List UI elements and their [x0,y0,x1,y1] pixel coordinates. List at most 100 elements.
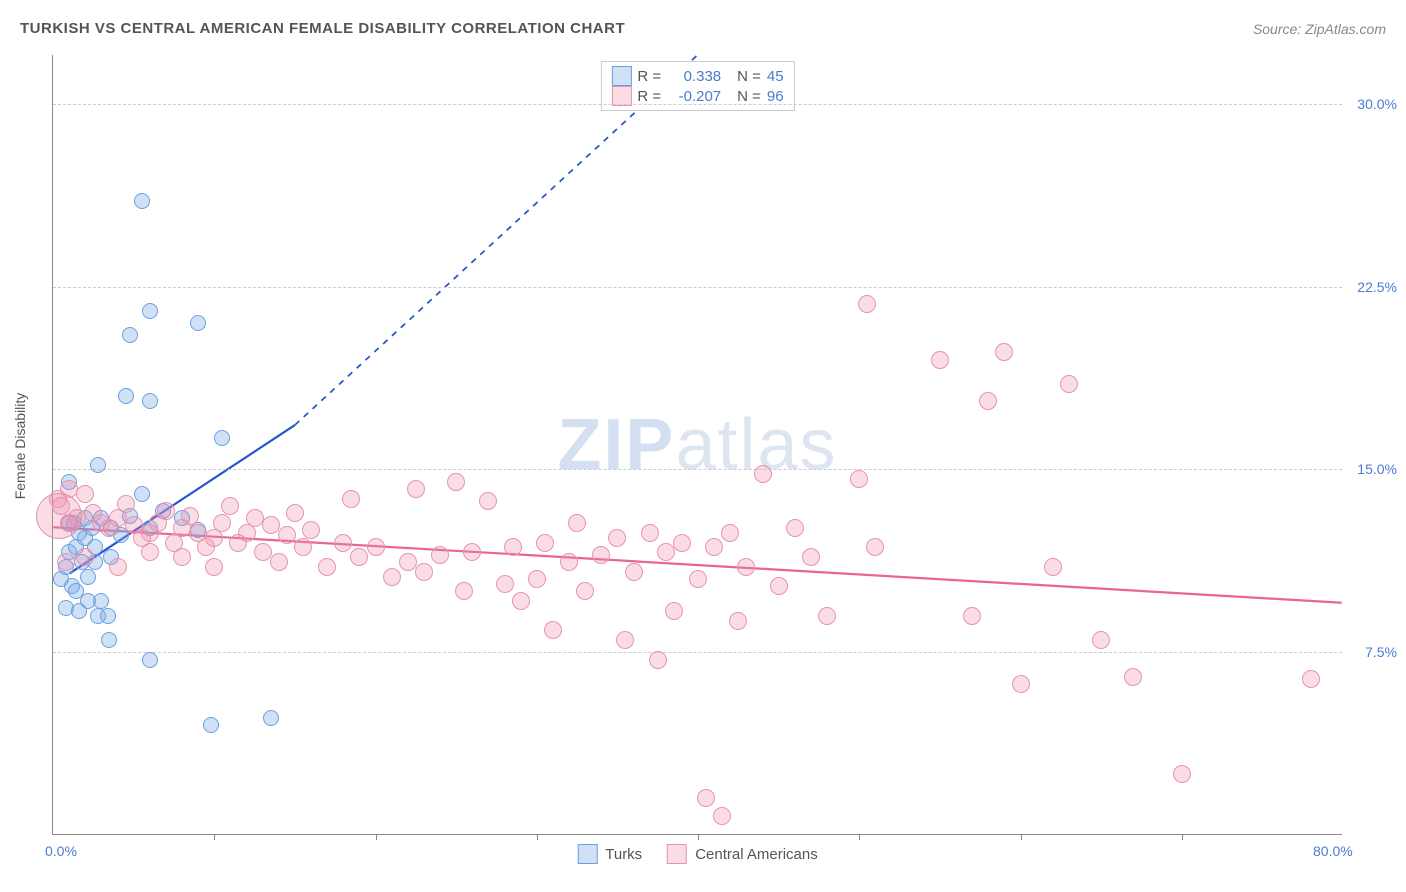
data-point [213,514,231,532]
data-point [512,592,530,610]
data-point [544,621,562,639]
gridline [53,469,1342,470]
data-point [157,502,175,520]
data-point [657,543,675,561]
x-tick-mark [1021,834,1022,840]
series-legend: Turks Central Americans [577,844,818,864]
data-point [134,193,150,209]
data-point [858,295,876,313]
data-point [1124,668,1142,686]
data-point [737,558,755,576]
data-point [616,631,634,649]
data-point [118,388,134,404]
data-point [963,607,981,625]
data-point [995,343,1013,361]
source-attribution: Source: ZipAtlas.com [1253,21,1386,37]
data-point [592,546,610,564]
data-point [203,717,219,733]
data-point [68,583,84,599]
data-point [205,558,223,576]
legend-series-item: Central Americans [667,844,818,864]
data-point [729,612,747,630]
data-point [786,519,804,537]
data-point [447,473,465,491]
data-point [649,651,667,669]
x-tick-mark [698,834,699,840]
data-point [1092,631,1110,649]
y-tick-label: 15.0% [1357,461,1397,477]
y-tick-label: 22.5% [1357,279,1397,295]
trend-lines-layer [53,55,1342,834]
x-tick-mark [376,834,377,840]
data-point [697,789,715,807]
data-point [866,538,884,556]
data-point [1044,558,1062,576]
legend-n-label: N = [737,88,761,105]
legend-r-label: R = [637,68,661,85]
legend-n-value: 96 [767,88,784,105]
data-point [142,652,158,668]
data-point [528,570,546,588]
data-point [270,553,288,571]
legend-series-item: Turks [577,844,642,864]
data-point [221,497,239,515]
data-point [302,521,320,539]
data-point [142,303,158,319]
chart-title: TURKISH VS CENTRAL AMERICAN FEMALE DISAB… [20,20,625,37]
legend-swatch [667,844,687,864]
legend-series-label: Turks [605,846,642,863]
gridline [53,287,1342,288]
data-point [134,486,150,502]
data-point [818,607,836,625]
y-tick-label: 7.5% [1365,644,1397,660]
x-tick-label: 0.0% [45,843,77,859]
data-point [76,485,94,503]
data-point [979,392,997,410]
data-point [263,710,279,726]
data-point [278,526,296,544]
data-point [141,543,159,561]
data-point [262,516,280,534]
legend-r-value: 0.338 [667,68,721,85]
data-point [1173,765,1191,783]
x-tick-mark [214,834,215,840]
data-point [721,524,739,542]
plot-region: ZIPatlas R =0.338N =45R =-0.207N =96 Tur… [52,55,1342,835]
data-point [399,553,417,571]
x-tick-mark [859,834,860,840]
data-point [931,351,949,369]
data-point [142,393,158,409]
data-point [334,534,352,552]
data-point [383,568,401,586]
chart-header: TURKISH VS CENTRAL AMERICAN FEMALE DISAB… [20,20,1386,37]
data-point [560,553,578,571]
data-point [455,582,473,600]
data-point [350,548,368,566]
y-axis-label: Female Disability [12,393,28,500]
data-point [576,582,594,600]
data-point [431,546,449,564]
data-point [407,480,425,498]
data-point [109,558,127,576]
data-point [608,529,626,547]
data-point [57,553,75,571]
data-point [479,492,497,510]
x-tick-label: 80.0% [1313,843,1353,859]
data-point [673,534,691,552]
data-point [415,563,433,581]
data-point [214,430,230,446]
data-point [665,602,683,620]
data-point [342,490,360,508]
data-point [294,538,312,556]
y-tick-label: 30.0% [1357,96,1397,112]
data-point [625,563,643,581]
gridline [53,104,1342,105]
data-point [1060,375,1078,393]
legend-correlation-row: R =0.338N =45 [611,66,783,86]
data-point [850,470,868,488]
data-point [181,507,199,525]
data-point [367,538,385,556]
data-point [536,534,554,552]
data-point [689,570,707,588]
data-point [1012,675,1030,693]
